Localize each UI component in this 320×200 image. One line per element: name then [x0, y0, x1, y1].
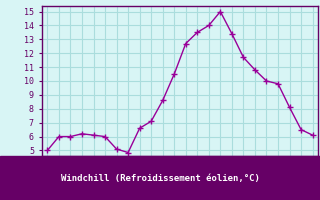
Text: Windchill (Refroidissement éolien,°C): Windchill (Refroidissement éolien,°C) [60, 174, 260, 182]
